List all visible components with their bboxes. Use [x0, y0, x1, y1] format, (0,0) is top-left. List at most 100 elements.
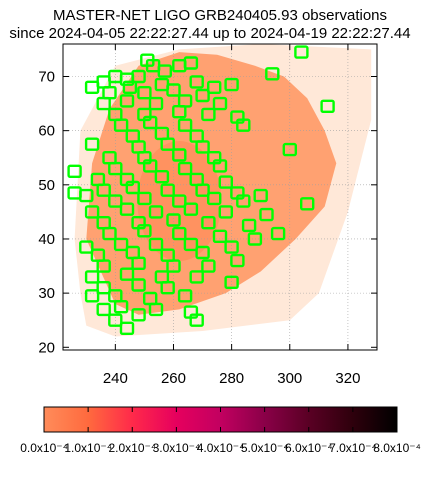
observed-field-marker: [247, 232, 263, 246]
colorbar-tick-label: 7.0x10⁻⁴: [329, 441, 377, 455]
y-tick-label: 70: [38, 68, 55, 85]
observed-field-marker: [131, 256, 146, 270]
observed-field-marker: [166, 83, 181, 97]
observed-field-marker: [201, 215, 216, 230]
observed-field-marker: [67, 164, 82, 179]
observed-field-marker: [224, 77, 239, 92]
colorbar: 0.0x10⁻⁴1.0x10⁻⁴2.0x10⁻⁴3.0x10⁻⁴4.0x10⁻⁴…: [20, 406, 421, 455]
observed-field-marker: [157, 64, 173, 78]
observed-field-marker: [84, 289, 100, 303]
x-tick-label: 320: [335, 370, 360, 387]
x-tick-label: 260: [161, 370, 186, 387]
observed-field-marker: [212, 96, 228, 111]
observed-field-marker: [119, 202, 135, 216]
observed-field-marker: [241, 218, 257, 233]
observed-field-marker: [224, 240, 239, 254]
observed-field-marker: [84, 80, 100, 95]
y-tick-label: 50: [38, 177, 55, 194]
observed-field-marker: [119, 267, 135, 281]
y-tick-label: 40: [38, 231, 55, 248]
observed-field-marker: [236, 194, 251, 208]
observed-field-marker: [166, 259, 181, 273]
observed-field-marker: [206, 80, 222, 95]
observed-field-marker: [108, 194, 123, 208]
observed-field-marker: [137, 85, 152, 100]
colorbar-tick-label: 2.0x10⁻⁴: [108, 441, 156, 455]
observed-field-marker: [154, 169, 170, 184]
observed-field-marker: [96, 259, 111, 273]
observed-field-marker: [218, 205, 234, 219]
colorbar-tick-label: 3.0x10⁻⁴: [153, 441, 201, 455]
observed-field-marker: [212, 229, 228, 244]
chart-subtitle: since 2024-04-05 22:22:27.44 up to 2024-…: [9, 25, 411, 42]
observed-field-marker: [195, 245, 210, 260]
x-tick-label: 300: [277, 370, 302, 387]
observed-field-marker: [160, 137, 175, 151]
observed-field-marker: [183, 237, 199, 252]
observed-fields: [67, 45, 335, 335]
observed-field-marker: [172, 226, 187, 241]
observed-field-marker: [84, 270, 100, 284]
observed-field-marker: [108, 161, 123, 176]
observed-field-marker: [84, 137, 100, 151]
observed-field-marker: [148, 237, 164, 252]
observed-field-marker: [119, 321, 135, 335]
observed-field-marker: [212, 159, 228, 173]
observed-field-marker: [172, 104, 187, 119]
axes: [62, 43, 378, 351]
observed-field-marker: [189, 75, 204, 89]
observed-field-marker: [142, 115, 158, 130]
observed-field-marker: [195, 88, 210, 103]
observed-field-marker: [177, 118, 193, 132]
observed-field-marker: [131, 278, 146, 292]
observed-field-marker: [183, 56, 199, 70]
colorbar-tick-label: 0.0x10⁻⁴: [20, 441, 68, 455]
colorbar-tick-label: 5.0x10⁻⁴: [241, 441, 289, 455]
x-tick-label: 280: [219, 370, 244, 387]
observed-field-marker: [294, 45, 309, 59]
observed-field-marker: [282, 142, 297, 157]
observed-field-marker: [189, 313, 204, 327]
observed-field-marker: [148, 96, 164, 111]
colorbar-tick-label: 6.0x10⁻⁴: [285, 441, 333, 455]
observed-field-marker: [195, 140, 210, 154]
observed-field-marker: [218, 175, 234, 189]
observed-field-marker: [79, 188, 94, 203]
observed-field-marker: [142, 159, 158, 173]
observed-field-marker: [131, 69, 146, 84]
observed-field-marker: [320, 99, 335, 114]
observed-field-marker: [108, 313, 123, 327]
observed-field-marker: [119, 94, 135, 108]
chart-title: MASTER-NET LIGO GRB240405.93 observation…: [52, 7, 388, 24]
observed-field-marker: [201, 107, 216, 122]
observed-field-marker: [96, 96, 111, 111]
colorbar-tick-label: 8.0x10⁻⁴: [373, 441, 421, 455]
observed-field-marker: [160, 281, 175, 295]
observed-field-marker: [189, 270, 204, 284]
observed-field-marker: [113, 237, 129, 252]
observed-field-marker: [84, 205, 100, 219]
observed-field-marker: [122, 80, 138, 95]
observed-field-marker: [148, 205, 164, 219]
observed-field-marker: [259, 207, 274, 222]
observed-field-marker: [137, 224, 152, 238]
observed-field-marker: [137, 191, 152, 206]
observed-field-marker: [160, 183, 175, 197]
observed-field-marker: [270, 226, 286, 241]
y-tick-label: 20: [38, 339, 55, 356]
observed-field-marker: [125, 180, 141, 195]
observed-field-marker: [206, 191, 222, 206]
observed-field-marker: [177, 289, 193, 303]
observed-field-marker: [96, 281, 111, 295]
observed-field-marker: [195, 183, 210, 197]
observed-field-marker: [148, 302, 164, 317]
observed-field-marker: [172, 148, 187, 162]
observed-field-marker: [166, 213, 181, 227]
observed-field-marker: [79, 240, 94, 254]
observed-field-marker: [172, 194, 187, 208]
colorbar-tick-label: 1.0x10⁻⁴: [64, 441, 112, 455]
observed-field-marker: [183, 202, 199, 216]
observed-field-marker: [300, 197, 315, 211]
y-tick-label: 60: [38, 123, 55, 140]
observed-field-marker: [265, 67, 280, 81]
